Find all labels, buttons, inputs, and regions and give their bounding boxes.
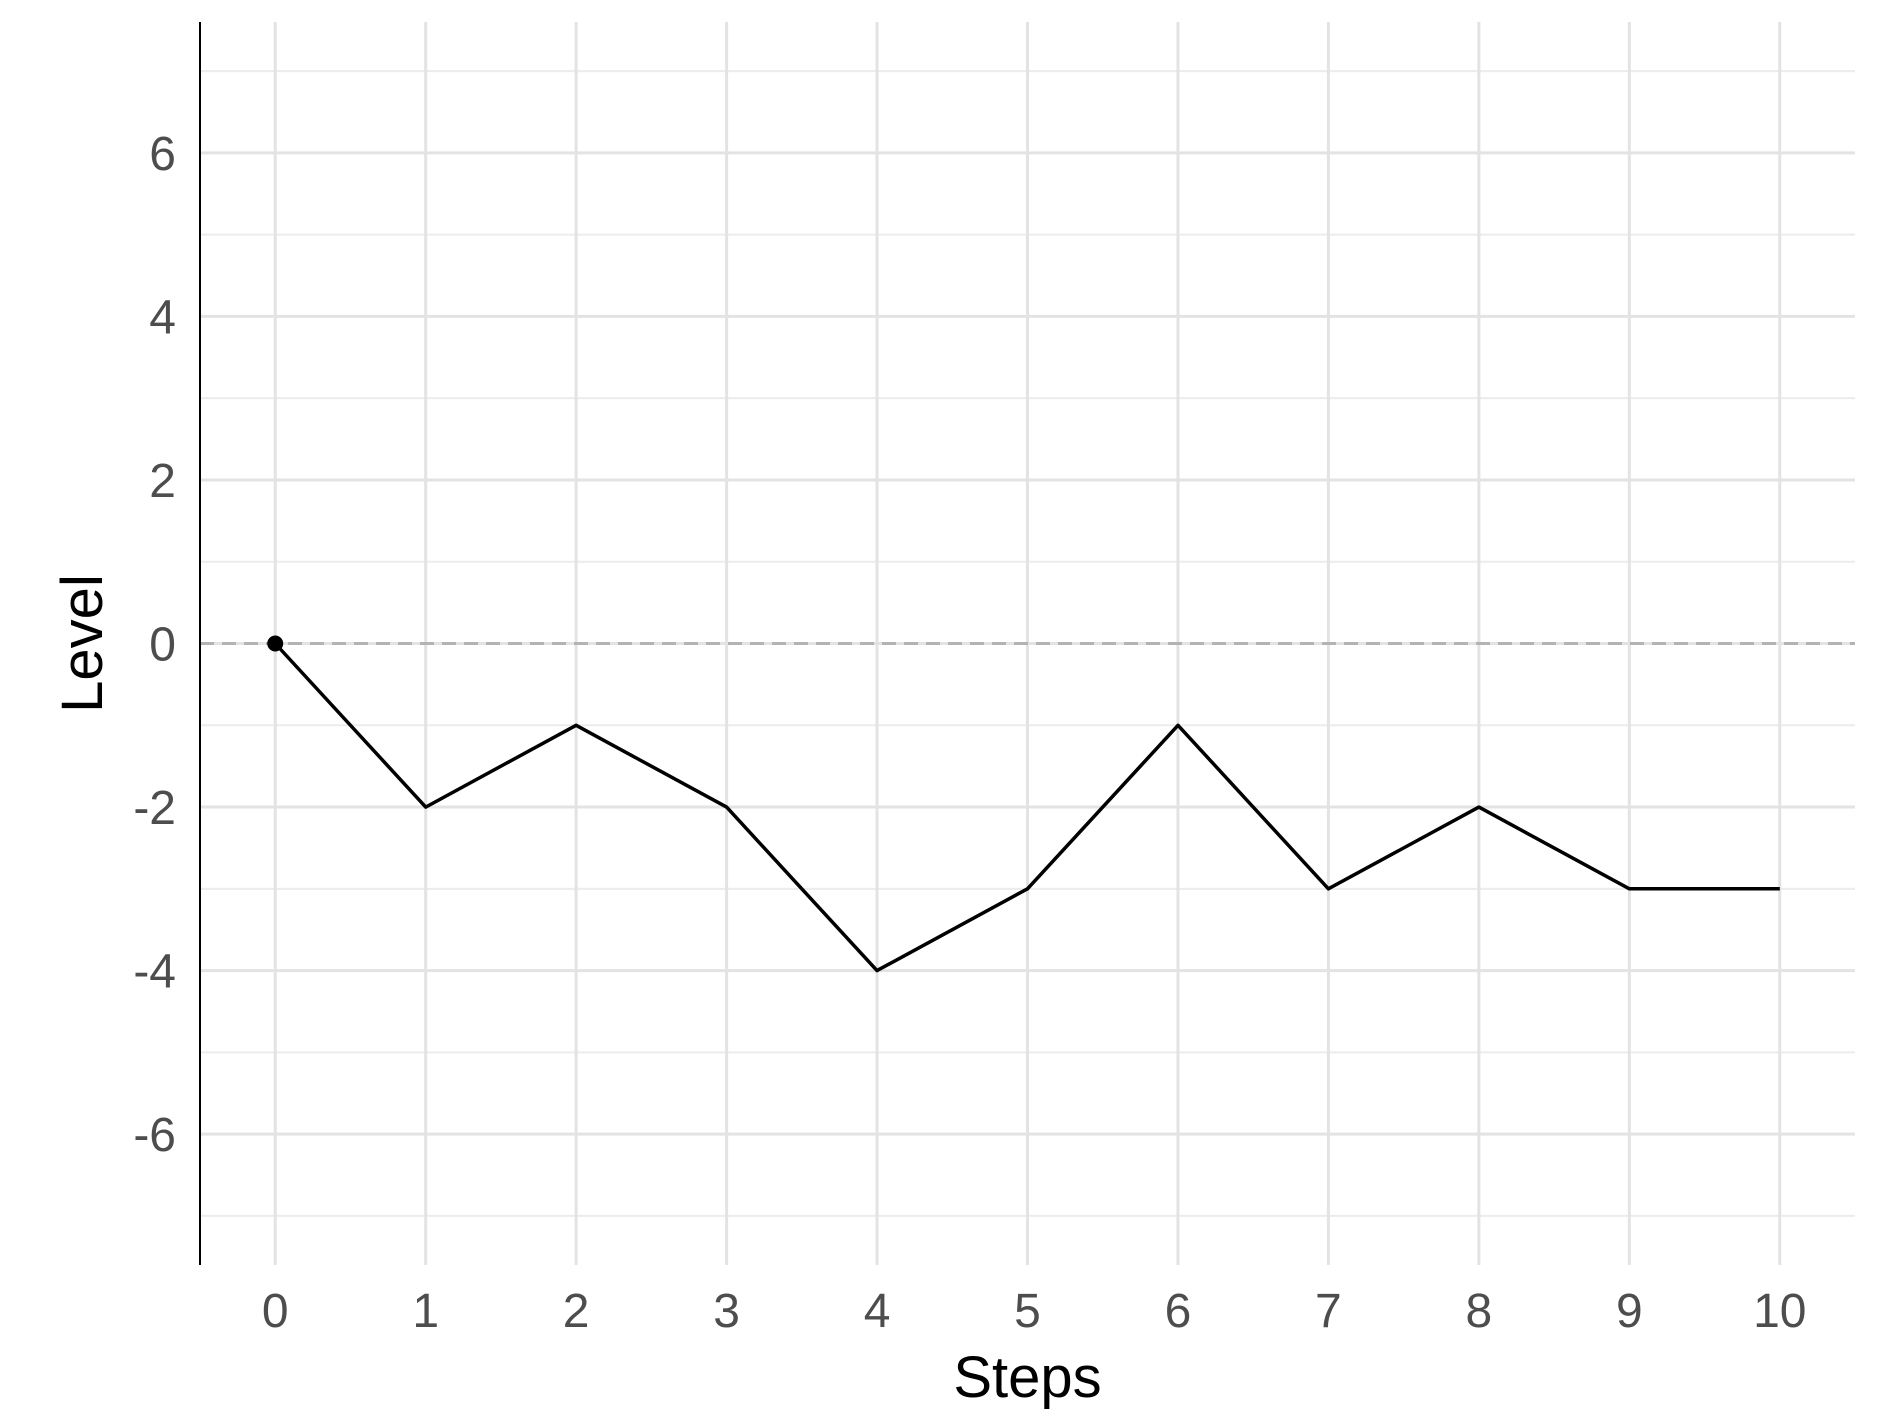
x-tick-label: 6: [1165, 1285, 1192, 1338]
x-axis-title: Steps: [953, 1345, 1101, 1410]
start-point: [267, 635, 284, 652]
x-tick-label: 2: [563, 1285, 590, 1338]
x-tick-label: 8: [1466, 1285, 1493, 1338]
series-points: [267, 635, 284, 652]
y-tick-label: 0: [149, 619, 176, 672]
y-tick-label: -2: [133, 782, 176, 835]
y-axis-title: Level: [50, 574, 115, 713]
x-tick-label: 1: [412, 1285, 439, 1338]
y-tick-label: 6: [149, 128, 176, 181]
x-tick-label: 9: [1616, 1285, 1643, 1338]
x-tick-label: 4: [864, 1285, 891, 1338]
y-tick-label: 2: [149, 455, 176, 508]
x-tick-label: 7: [1315, 1285, 1342, 1338]
series-line: [273, 642, 1780, 973]
x-tick-label: 3: [713, 1285, 740, 1338]
y-tick-label: -6: [133, 1109, 176, 1162]
x-axis-ticks: 0 1 2 3 4 5 6 7 8 9 10: [262, 1285, 1807, 1338]
y-tick-label: -4: [133, 946, 176, 999]
x-tick-label: 10: [1753, 1285, 1806, 1338]
y-tick-label: 4: [149, 291, 176, 344]
x-tick-label: 0: [262, 1285, 289, 1338]
y-axis-ticks: -6 -4 -2 0 2 4 6: [133, 128, 176, 1162]
x-tick-label: 5: [1014, 1285, 1041, 1338]
